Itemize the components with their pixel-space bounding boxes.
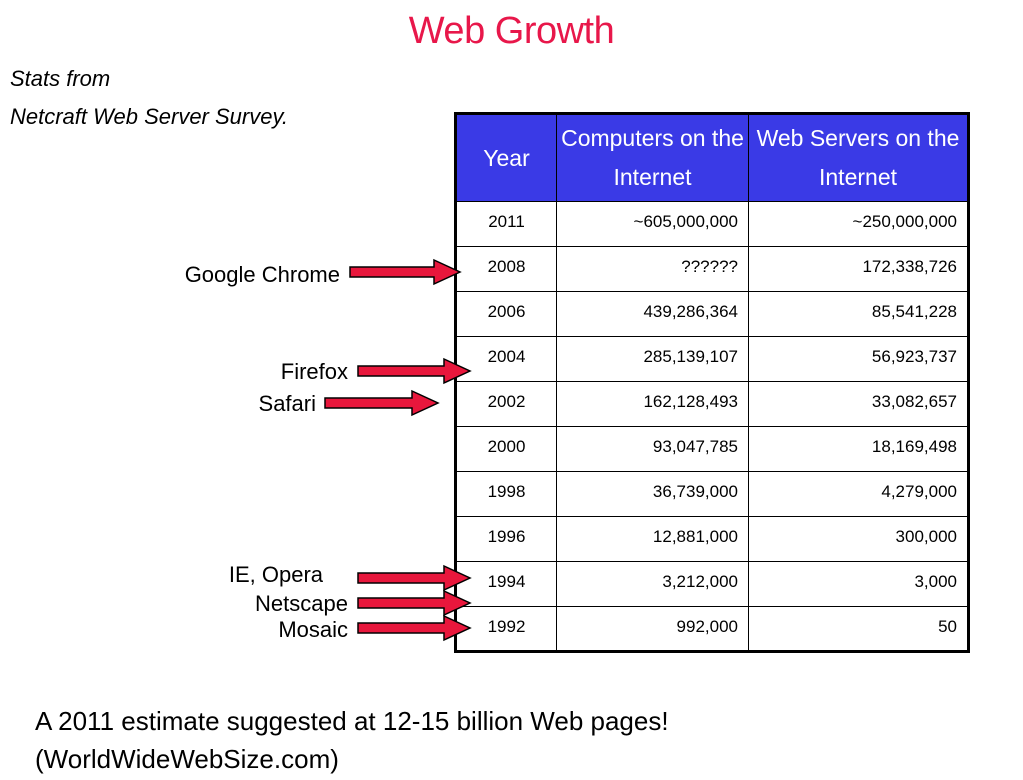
web-growth-table: Year Computers on the Internet Web Serve… [454, 112, 970, 653]
table-row: 2004 285,139,107 56,923,737 [455, 336, 969, 382]
table-row: 2011 ~605,000,000 ~250,000,000 [455, 201, 969, 247]
table-row: 1996 12,881,000 300,000 [455, 516, 969, 562]
cell-computers: 992,000 [556, 606, 749, 652]
cell-computers: 3,212,000 [556, 561, 749, 607]
cell-web-servers: 3,000 [748, 561, 969, 607]
footer-line-2: (WorldWideWebSize.com) [35, 744, 339, 774]
table-row: 2006 439,286,364 85,541,228 [455, 291, 969, 337]
page-title: Web Growth [408, 10, 615, 52]
arrow-google-chrome [349, 258, 462, 286]
cell-web-servers: ~250,000,000 [748, 201, 969, 247]
cell-computers: 439,286,364 [556, 291, 749, 337]
arrow-safari [324, 389, 440, 417]
cell-year: 2002 [455, 381, 557, 427]
table-row: 2008 ?????? 172,338,726 [455, 246, 969, 292]
label-mosaic: Mosaic [278, 617, 348, 642]
cell-web-servers: 172,338,726 [748, 246, 969, 292]
header-computers: Computers on the Internet [556, 113, 749, 202]
table-row: 1998 36,739,000 4,279,000 [455, 471, 969, 517]
header-web-servers: Web Servers on the Internet [748, 113, 969, 202]
table-header-row: Year Computers on the Internet Web Serve… [455, 113, 969, 202]
cell-web-servers: 33,082,657 [748, 381, 969, 427]
cell-web-servers: 300,000 [748, 516, 969, 562]
cell-year: 2008 [455, 246, 557, 292]
cell-web-servers: 85,541,228 [748, 291, 969, 337]
label-safari: Safari [258, 391, 316, 416]
cell-year: 1994 [455, 561, 557, 607]
cell-web-servers: 50 [748, 606, 969, 652]
label-ie-opera: IE, Opera [228, 562, 323, 587]
cell-computers: 12,881,000 [556, 516, 749, 562]
cell-computers: 36,739,000 [556, 471, 749, 517]
header-year: Year [455, 113, 557, 202]
cell-year: 2000 [455, 426, 557, 472]
arrow-ie-opera [357, 564, 472, 592]
arrow-firefox [357, 357, 472, 385]
label-netscape: Netscape [255, 591, 348, 616]
subtitle-line-1: Stats from [10, 66, 111, 91]
subtitle-line-2: Netcraft Web Server Survey. [10, 104, 288, 129]
cell-computers: 162,128,493 [556, 381, 749, 427]
cell-year: 2006 [455, 291, 557, 337]
footer-line-1: A 2011 estimate suggested at 12-15 billi… [35, 706, 669, 736]
table-row: 2000 93,047,785 18,169,498 [455, 426, 969, 472]
cell-computers: ~605,000,000 [556, 201, 749, 247]
table-row: 1994 3,212,000 3,000 [455, 561, 969, 607]
table-row: 1992 992,000 50 [455, 606, 969, 652]
cell-computers: ?????? [556, 246, 749, 292]
arrow-netscape [357, 589, 472, 617]
cell-web-servers: 4,279,000 [748, 471, 969, 517]
label-google-chrome: Google Chrome [184, 262, 340, 287]
cell-year: 2004 [455, 336, 557, 382]
arrow-mosaic [357, 614, 472, 642]
table-row: 2002 162,128,493 33,082,657 [455, 381, 969, 427]
cell-computers: 285,139,107 [556, 336, 749, 382]
label-firefox: Firefox [280, 359, 348, 384]
cell-computers: 93,047,785 [556, 426, 749, 472]
cell-year: 1998 [455, 471, 557, 517]
cell-year: 1996 [455, 516, 557, 562]
cell-web-servers: 56,923,737 [748, 336, 969, 382]
cell-year: 2011 [455, 201, 557, 247]
cell-web-servers: 18,169,498 [748, 426, 969, 472]
